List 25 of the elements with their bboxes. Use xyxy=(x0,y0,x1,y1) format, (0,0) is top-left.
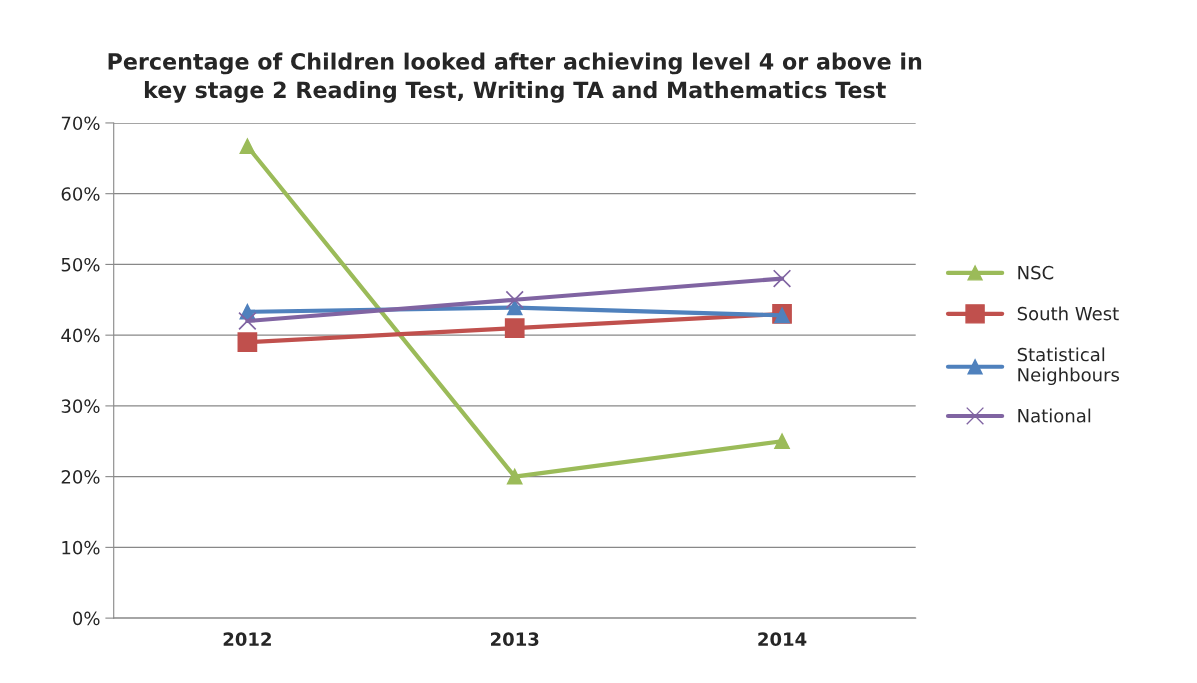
x-tick-label: 2013 xyxy=(491,632,539,646)
point xyxy=(506,468,523,485)
point xyxy=(505,290,524,309)
point xyxy=(772,269,792,288)
y-tick-label: 10% xyxy=(62,540,100,555)
y-tick-label: 40% xyxy=(61,328,100,343)
x-tick-label: 2012 xyxy=(223,632,271,646)
point xyxy=(774,433,790,450)
legend-label: South West xyxy=(1017,306,1119,321)
point xyxy=(506,299,523,316)
y-tick-label: 60% xyxy=(61,187,100,201)
legend-label: National xyxy=(1018,408,1091,423)
y-tick-label: 70% xyxy=(61,116,100,131)
legend-label: NSC xyxy=(1018,265,1054,280)
legend-label: Statistical Neighbours xyxy=(1017,347,1120,386)
y-tick-label: 20% xyxy=(61,470,100,484)
y-tick-label: 50% xyxy=(61,257,100,272)
y-tick-label: 0% xyxy=(73,611,100,626)
point xyxy=(504,318,525,338)
point xyxy=(239,138,256,155)
point xyxy=(238,311,257,331)
point xyxy=(237,332,258,353)
y-tick-label: 30% xyxy=(61,399,100,414)
chart-title: Percentage of Children looked after achieving level 4 or above in key stage 2 Reading Test, Writing TA and Mathematics Test xyxy=(108,52,922,103)
x-tick-label: 2014 xyxy=(758,632,807,646)
